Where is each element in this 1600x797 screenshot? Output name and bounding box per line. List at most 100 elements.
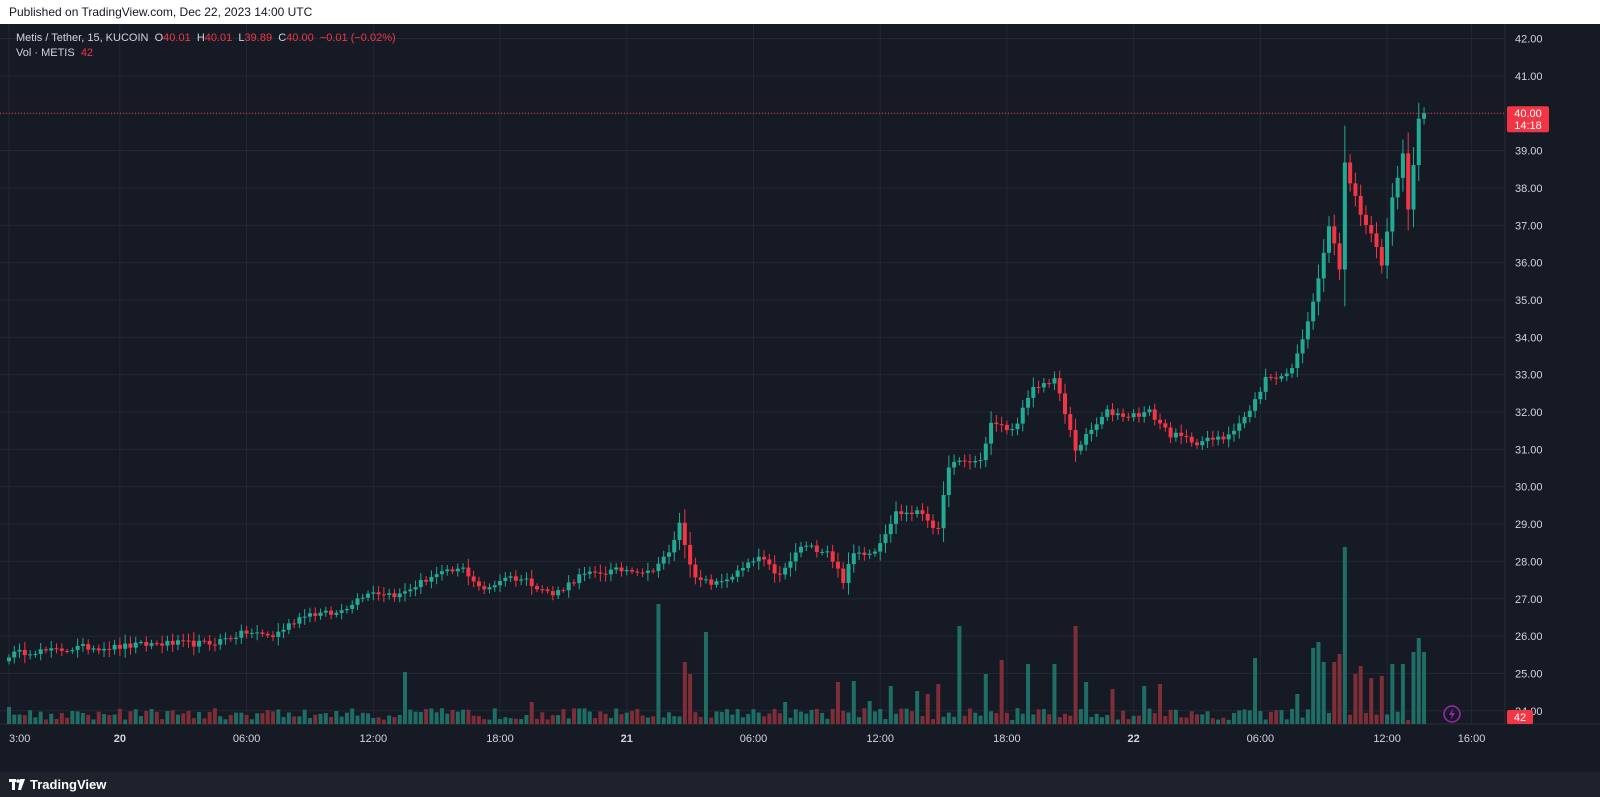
legend-high-label: H [196,32,205,44]
candle-body [640,572,645,574]
candle-body [1316,278,1321,302]
volume-bar [746,713,751,724]
tradingview-logo-icon [9,779,25,790]
candle-body [614,567,619,570]
candle-body [318,612,323,616]
candle-body [1147,409,1152,413]
volume-bar [1142,686,1147,724]
candle-body [1242,416,1247,424]
candle-body [360,597,365,599]
volume-bar [1321,662,1326,724]
volume-bar [799,711,803,724]
candle-body [1041,383,1046,388]
volume-bar [1121,710,1126,724]
volume-bar [1337,654,1342,724]
chart-frame[interactable]: 42.00 41.00 40.00 39.00 38.00 37.00 36.00 35.00… [0,24,1600,772]
candlestick-chart[interactable]: 42.00 41.00 40.00 39.00 38.00 37.00 36.00 35.00… [0,24,1600,772]
candle-body [355,598,360,605]
candle-body [1026,397,1031,408]
candle-body [862,552,867,555]
y-tick-label: 39.00 [1515,146,1543,158]
volume-bar [91,719,96,724]
candle-body [1274,377,1279,379]
volume-bar [878,708,883,724]
volume-bar [102,714,107,724]
volume-bar [1348,714,1353,724]
lightning-icon[interactable] [1443,705,1461,723]
x-tick-label: 18:00 [486,733,514,745]
candle-body [392,593,397,598]
volume-bar [783,702,788,724]
volume-bar [1131,715,1136,724]
volume-bar [1020,713,1025,724]
candle-body [703,579,708,581]
candle-body [835,561,840,569]
candle-body [139,642,143,644]
lightning-icon-bolt[interactable] [1449,708,1455,720]
candle-body [1110,409,1115,416]
candle-body [677,522,682,541]
volume-bar [381,719,386,724]
candle-body [350,604,355,609]
volume-bar [350,708,355,724]
volume-bar [577,708,582,724]
volume-bar [682,662,687,724]
x-tick-label: 12:00 [866,733,894,745]
candle-body [1247,410,1252,417]
candle-body [49,648,54,651]
candle-body [846,564,851,583]
volume-bar [191,718,196,724]
volume-bar [936,684,941,724]
volume-bar [967,708,972,724]
volume-bar [366,713,371,724]
volume-bar [392,717,397,724]
candle-body [397,593,402,598]
volume-bar [65,717,70,724]
candle-body [730,576,735,580]
candle-body [1205,437,1210,442]
candle-body [429,576,434,582]
legend-close-label: C [278,32,287,44]
volume-bar [80,712,85,724]
volume-bar [793,709,798,724]
legend-volume-label: Vol · METIS [16,47,75,59]
volume-bar [740,717,745,724]
candle-body [545,589,550,592]
candle-body [820,551,825,553]
volume-bar [909,711,914,724]
candle-body [788,561,793,568]
candle-body [302,616,307,618]
candle-body [7,657,11,662]
volume-bar [814,708,819,724]
candle-body [556,590,561,596]
volume-bar [1242,709,1247,724]
candle-body [12,651,17,658]
volume-bar [408,709,413,724]
candle-body [244,630,249,634]
candle-body [624,570,629,572]
volume-bar [1290,708,1295,724]
volume-bar [1295,694,1300,724]
volume-bar [424,709,429,724]
volume-bar [1031,714,1036,724]
y-tick-label: 41.00 [1515,71,1543,83]
volume-bar [207,711,212,724]
volume-bar [149,709,154,724]
volume-bar [445,713,450,724]
volume-bar [360,712,365,724]
volume-bar [698,717,703,724]
candle-body [714,581,719,585]
candle-body [149,643,154,646]
volume-bar [123,719,128,724]
lightning-icon-ring[interactable] [1443,705,1461,723]
x-tick-label: 16:00 [1458,733,1486,745]
candle-body [376,592,381,595]
volume-bar [498,719,503,724]
volume-bar [535,718,539,724]
candle-body [1422,113,1427,119]
candle-body [234,637,239,639]
candle-body [102,648,107,651]
candle-body [239,630,244,638]
candle-body [476,581,481,587]
volume-bar [656,604,661,724]
